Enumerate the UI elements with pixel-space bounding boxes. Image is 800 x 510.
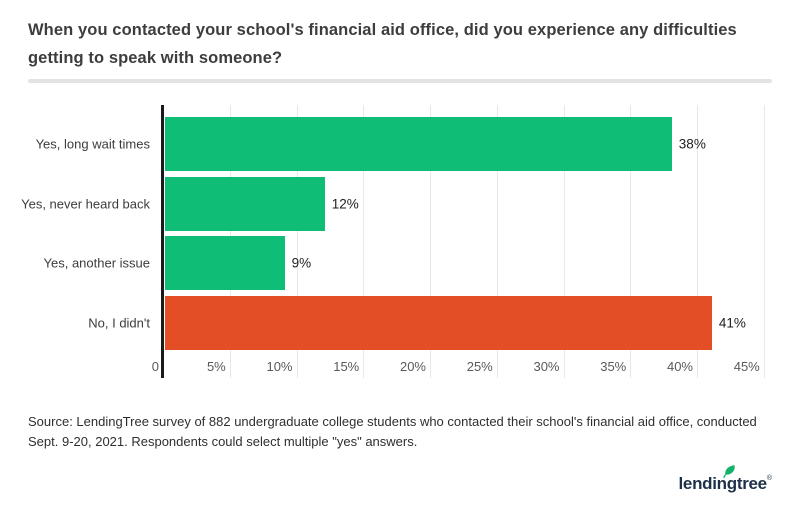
value-label: 12% [331,196,359,211]
bar-segment [164,176,325,231]
gridline-20 [430,105,431,378]
x-tick-label-15: 15% [333,359,360,374]
logo-row: lendingtree® [28,464,772,494]
x-tick-label-25: 25% [466,359,493,374]
bar-segment [164,295,712,350]
gridline-35 [630,105,632,378]
gridline-10 [296,105,298,378]
y-axis-line [161,105,164,378]
bar-chart: Yes, long wait times Yes, never heard bac… [0,96,800,388]
x-tick-label-35: 35% [600,359,627,374]
x-tick-label-5: 5% [206,359,226,374]
gridline-15 [363,105,365,378]
gridline-30 [563,105,565,378]
category-label: Yes, never heard back [21,196,150,211]
x-tick-label-30: 30% [533,359,560,374]
logo-text: lendingtree [678,474,768,493]
logo-registered-mark: ® [766,475,772,482]
category-label: No, I didn't [88,315,150,330]
bar-segment [164,117,672,171]
category-label: Yes, another issue [43,255,150,271]
gridline-25 [496,105,498,378]
value-label: 41% [718,315,746,330]
bar-segment [164,236,285,290]
lendingtree-logo: lendingtree® [678,464,772,494]
chart-title: When you contacted your school's financi… [28,21,737,67]
value-label: 38% [678,136,706,152]
x-tick-label-45: 45% [733,359,760,374]
x-tick-label-0: 0 [151,359,159,374]
category-label: Yes, long wait times [35,136,150,152]
x-tick-label-40: 40% [666,359,693,374]
source-note: Source: LendingTree survey of 882 underg… [28,414,757,449]
leaf-icon [722,465,735,478]
gridline-40 [697,105,698,378]
value-label: 9% [291,255,312,271]
title-block: When you contacted your school's financi… [0,0,800,72]
x-tick-label-20: 20% [399,359,426,374]
x-tick-label-10: 10% [266,359,293,374]
gridline-45 [763,105,765,378]
title-divider [28,79,772,83]
